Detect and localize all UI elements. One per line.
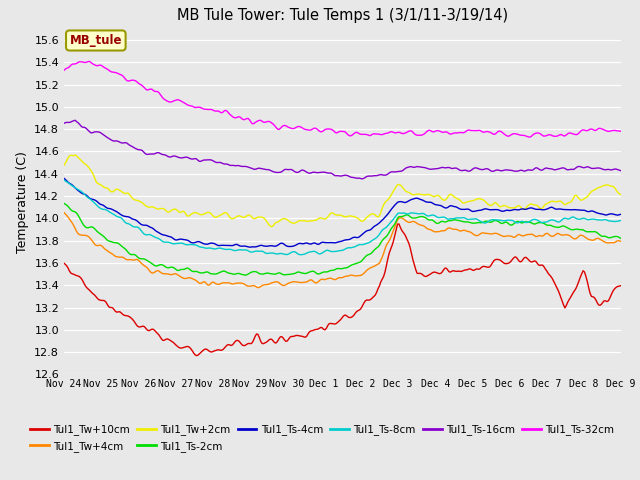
Text: MB_tule: MB_tule [70, 34, 122, 47]
Y-axis label: Temperature (C): Temperature (C) [16, 151, 29, 252]
Title: MB Tule Tower: Tule Temps 1 (3/1/11-3/19/14): MB Tule Tower: Tule Temps 1 (3/1/11-3/19… [177, 9, 508, 24]
Legend: Tul1_Tw+10cm, Tul1_Tw+4cm, Tul1_Tw+2cm, Tul1_Ts-2cm, Tul1_Ts-4cm, Tul1_Ts-8cm, T: Tul1_Tw+10cm, Tul1_Tw+4cm, Tul1_Tw+2cm, … [30, 424, 614, 452]
